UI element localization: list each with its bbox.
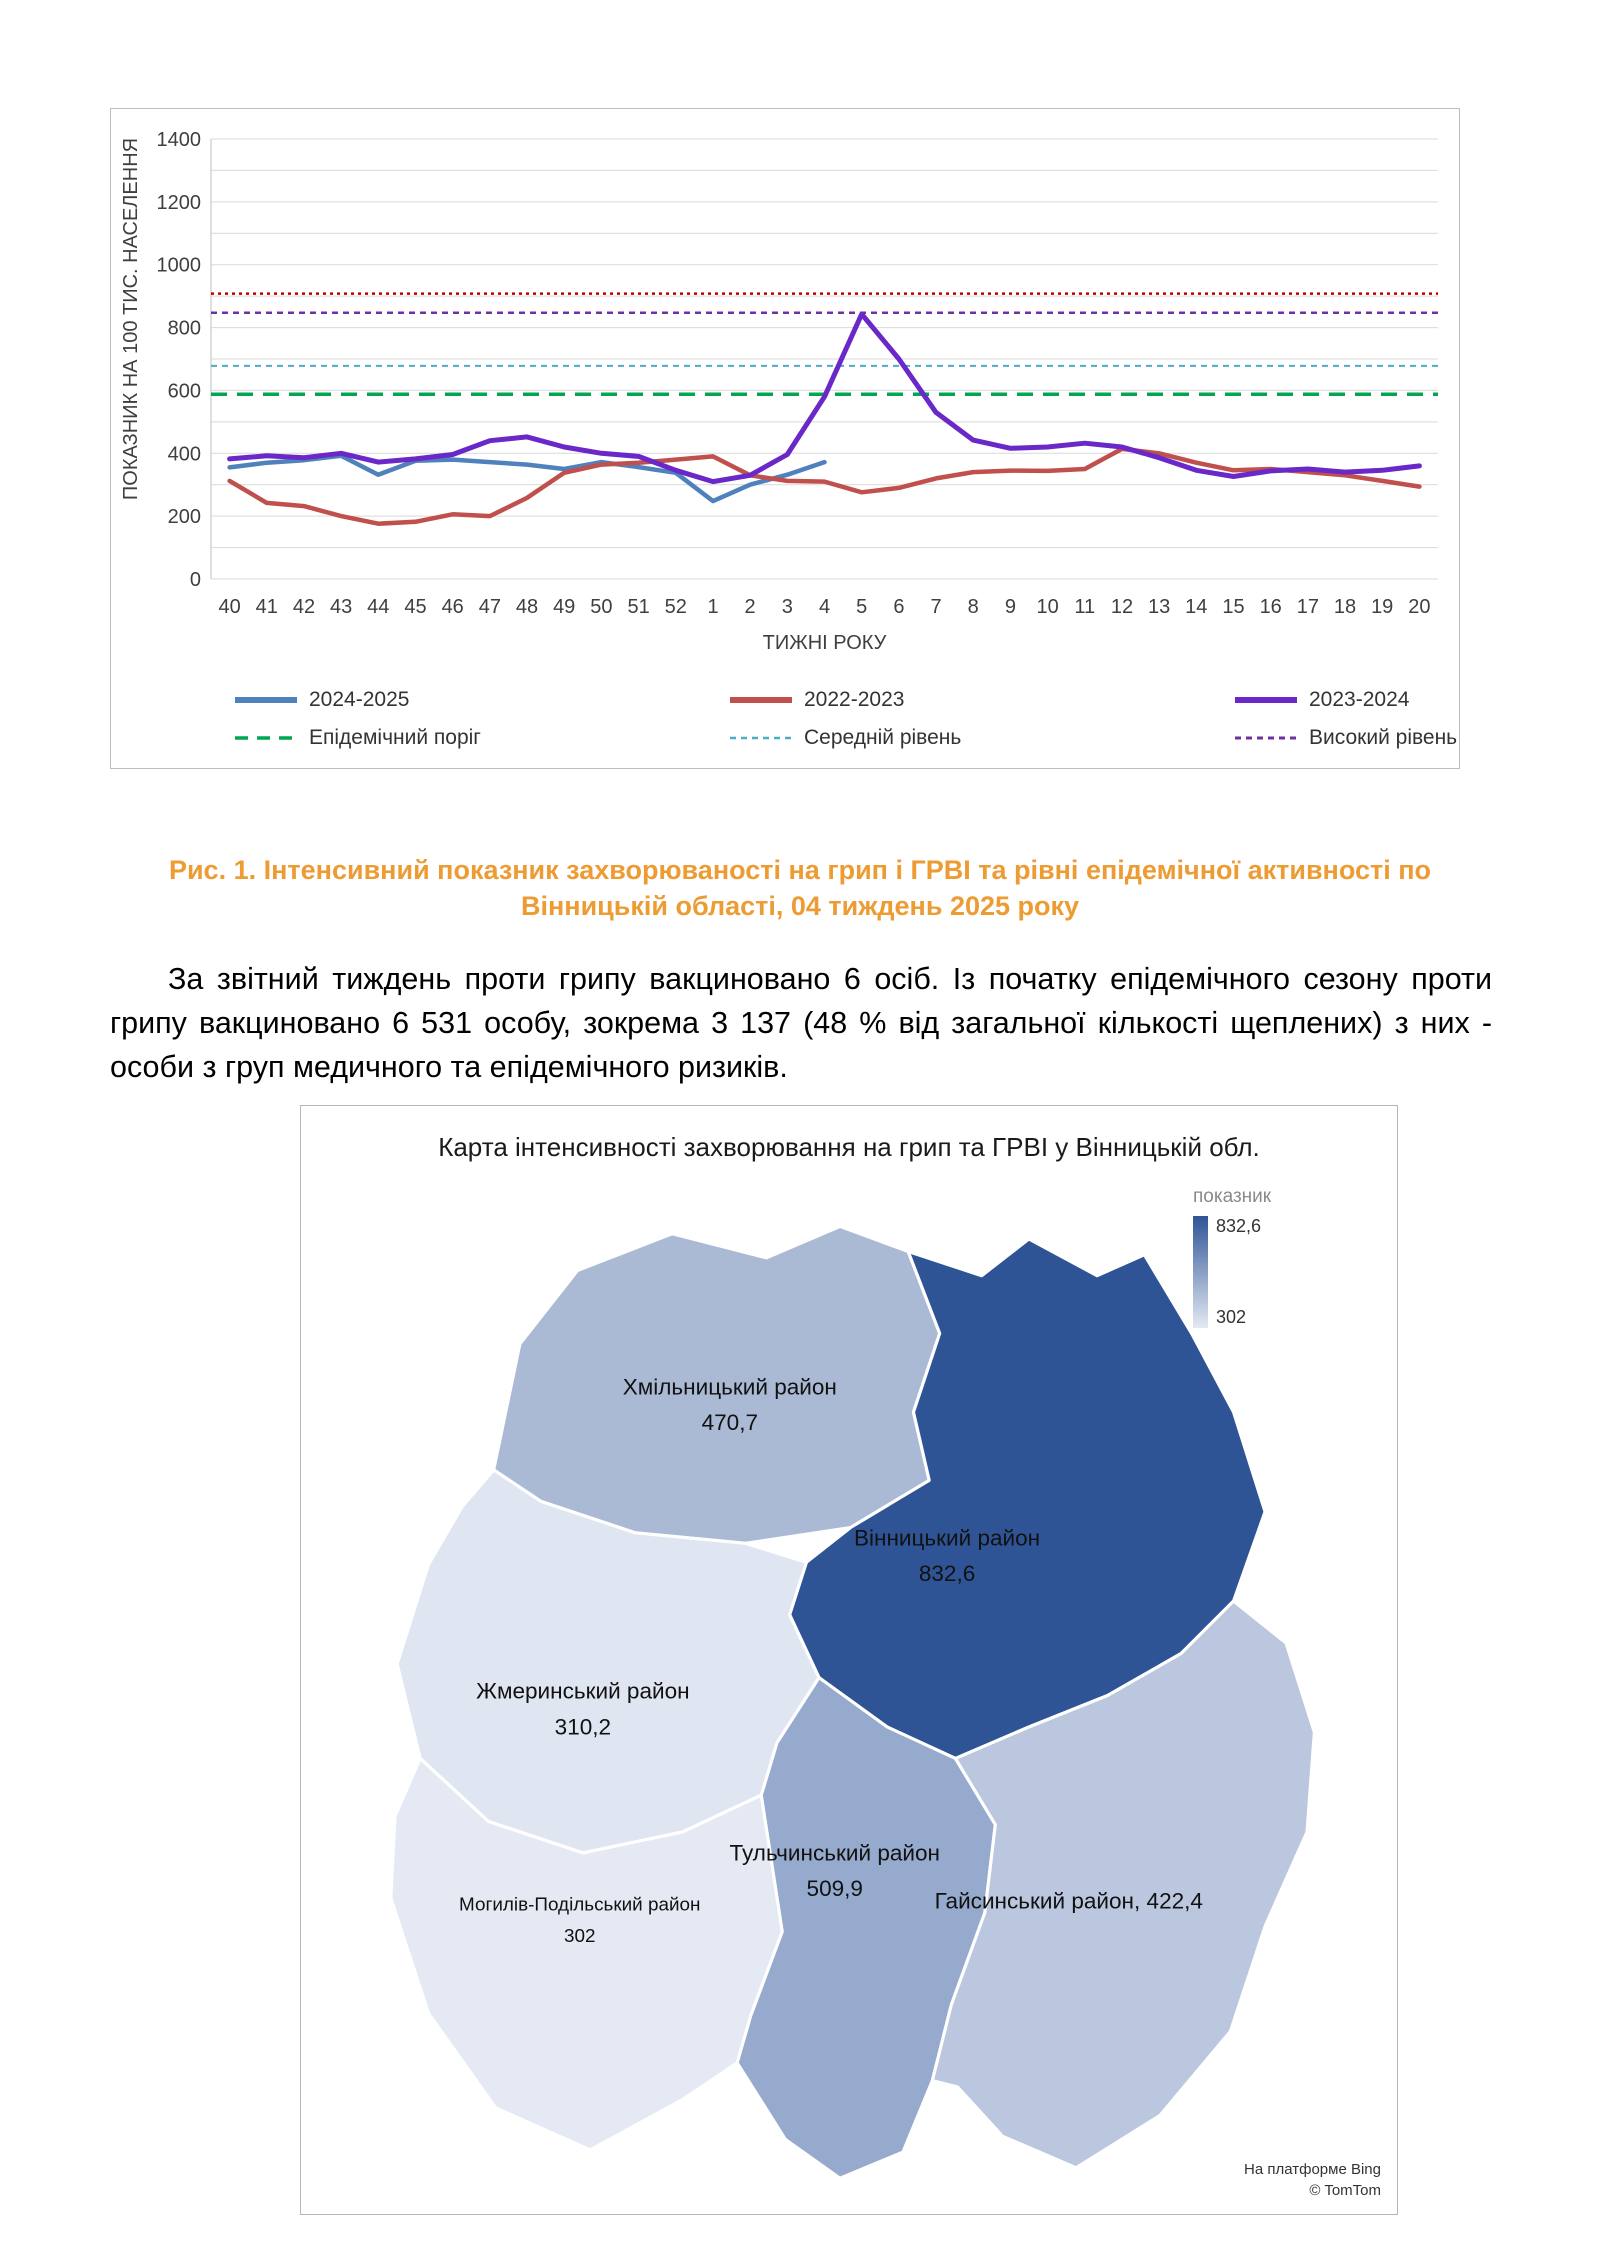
svg-text:49: 49 xyxy=(553,596,575,618)
region-label-tulchynskyi: Тульчинський район xyxy=(730,1840,940,1865)
legend-label: Середній рівень xyxy=(804,726,962,749)
svg-text:9: 9 xyxy=(1005,596,1016,618)
map-attribution-copyright: © TomTom xyxy=(1309,2182,1381,2200)
incidence-chart-figure: 0 200 400 600 800 1000 1200 1400 40 41 42 43 44 45 46 4… xyxy=(110,108,1460,769)
svg-text:51: 51 xyxy=(627,596,649,618)
map-legend-scale: 832,6 302 xyxy=(1193,1216,1353,1328)
svg-text:43: 43 xyxy=(330,596,352,618)
region-value-tulchynskyi: 509,9 xyxy=(807,1876,863,1901)
svg-text:50: 50 xyxy=(590,596,612,618)
figure1-caption: Рис. 1. Інтенсивний показник захворювано… xyxy=(168,855,1432,922)
svg-text:16: 16 xyxy=(1260,596,1282,618)
svg-text:12: 12 xyxy=(1111,596,1133,618)
region-label-vinnytskyi: Вінницький район xyxy=(854,1525,1040,1550)
svg-text:2: 2 xyxy=(745,596,756,618)
chart-legend: 2024-2025 2022-2023 2023-2024 Епідемічний … xyxy=(111,688,1459,750)
svg-text:200: 200 xyxy=(168,506,201,528)
map-legend-label: показник xyxy=(1193,1186,1272,1207)
legend-item: Середній рівень xyxy=(728,726,1233,750)
region-label-haisynskyi: Гайсинський район, 422,4 xyxy=(935,1889,1203,1914)
svg-text:44: 44 xyxy=(367,596,389,618)
svg-text:17: 17 xyxy=(1297,596,1319,618)
legend-item: 2022-2023 xyxy=(728,688,1233,712)
svg-text:19: 19 xyxy=(1371,596,1393,618)
svg-text:40: 40 xyxy=(218,596,240,618)
svg-text:400: 400 xyxy=(168,443,201,465)
legend-swatch xyxy=(730,736,792,740)
svg-text:45: 45 xyxy=(404,596,426,618)
region-label-mohyliv-podilskyi: Могилів-Подільський район xyxy=(459,1895,700,1916)
svg-text:3: 3 xyxy=(782,596,793,618)
region-label-zhmerynskyi: Жмеринський район xyxy=(476,1679,689,1704)
svg-text:1: 1 xyxy=(707,596,718,618)
svg-text:1400: 1400 xyxy=(157,129,202,151)
svg-text:800: 800 xyxy=(168,318,201,340)
svg-text:600: 600 xyxy=(168,380,201,402)
svg-text:52: 52 xyxy=(665,596,687,618)
map-legend-max: 832,6 xyxy=(1216,1216,1262,1236)
svg-text:20: 20 xyxy=(1408,596,1430,618)
svg-text:46: 46 xyxy=(442,596,464,618)
chart-legend-series: 2024-2025 2022-2023 2023-2024 xyxy=(111,688,1459,712)
legend-label: 2023-2024 xyxy=(1309,688,1410,711)
region-value-khmilnytskyi: 470,7 xyxy=(702,1410,758,1435)
svg-text:47: 47 xyxy=(479,596,501,618)
legend-swatch xyxy=(235,697,297,703)
map-legend-gradient xyxy=(1193,1216,1208,1328)
series-line xyxy=(227,446,1422,526)
region-value-vinnytskyi: 832,6 xyxy=(919,1561,975,1586)
legend-label: 2022-2023 xyxy=(804,688,905,711)
svg-text:6: 6 xyxy=(893,596,904,618)
svg-text:ПОКАЗНИК НА 100 ТИС. НАСЕЛЕННЯ: ПОКАЗНИК НА 100 ТИС. НАСЕЛЕННЯ xyxy=(120,138,142,500)
series-line xyxy=(227,311,1422,485)
legend-item: 2023-2024 xyxy=(1233,688,1459,712)
legend-item: Високий рівень xyxy=(1233,726,1459,750)
region-value-zhmerynskyi: 310,2 xyxy=(555,1714,611,1739)
region-value-mohyliv-podilskyi: 302 xyxy=(564,1926,596,1947)
svg-text:10: 10 xyxy=(1036,596,1058,618)
legend-swatch xyxy=(1235,697,1297,703)
region-label-khmilnytskyi: Хмільницький район xyxy=(623,1374,837,1399)
map-attribution-platform: На платформе Bing xyxy=(1244,2160,1381,2178)
vaccination-paragraph: За звітний тиждень проти грипу вакцинова… xyxy=(110,962,1492,1084)
legend-swatch xyxy=(1235,736,1297,740)
svg-text:11: 11 xyxy=(1074,596,1095,618)
svg-text:1000: 1000 xyxy=(157,255,202,277)
svg-text:4: 4 xyxy=(819,596,830,618)
svg-text:1200: 1200 xyxy=(157,192,202,214)
map-legend-min: 302 xyxy=(1216,1307,1247,1327)
svg-text:41: 41 xyxy=(256,596,278,618)
legend-swatch xyxy=(730,697,792,703)
legend-item: 2024-2025 xyxy=(233,688,728,712)
map-region-haisynskyi xyxy=(930,1599,1316,2170)
svg-text:13: 13 xyxy=(1148,596,1170,618)
map-title: Карта інтенсивності захворювання на грип… xyxy=(438,1132,1260,1162)
svg-text:8: 8 xyxy=(968,596,979,618)
legend-label: Високий рівень xyxy=(1309,726,1458,749)
intensity-map-figure: Карта інтенсивності захворювання на грип… xyxy=(300,1105,1398,2215)
map-attribution: На платформе Bing © TomTom xyxy=(1244,2159,1381,2203)
svg-text:15: 15 xyxy=(1222,596,1244,618)
region-map-svg: Хмільницький район 470,7 Вінницький райо… xyxy=(389,1224,1316,2180)
legend-swatch xyxy=(235,736,297,740)
svg-text:18: 18 xyxy=(1334,596,1356,618)
svg-text:7: 7 xyxy=(930,596,941,618)
svg-text:0: 0 xyxy=(190,569,201,591)
legend-item: Епідемічний поріг xyxy=(233,726,728,750)
map-legend-values: 832,6 302 xyxy=(1216,1216,1261,1328)
chart-legend-thresholds: Епідемічний поріг Середній рівень Високий … xyxy=(111,726,1459,750)
svg-text:5: 5 xyxy=(856,596,867,618)
legend-label: 2024-2025 xyxy=(309,688,410,711)
svg-text:ТИЖНІ РОКУ: ТИЖНІ РОКУ xyxy=(763,632,887,654)
svg-text:42: 42 xyxy=(293,596,315,618)
map-legend: показник 832,6 302 xyxy=(1193,1186,1353,1328)
svg-text:14: 14 xyxy=(1185,596,1207,618)
legend-label: Епідемічний поріг xyxy=(309,726,481,749)
svg-text:48: 48 xyxy=(516,596,538,618)
